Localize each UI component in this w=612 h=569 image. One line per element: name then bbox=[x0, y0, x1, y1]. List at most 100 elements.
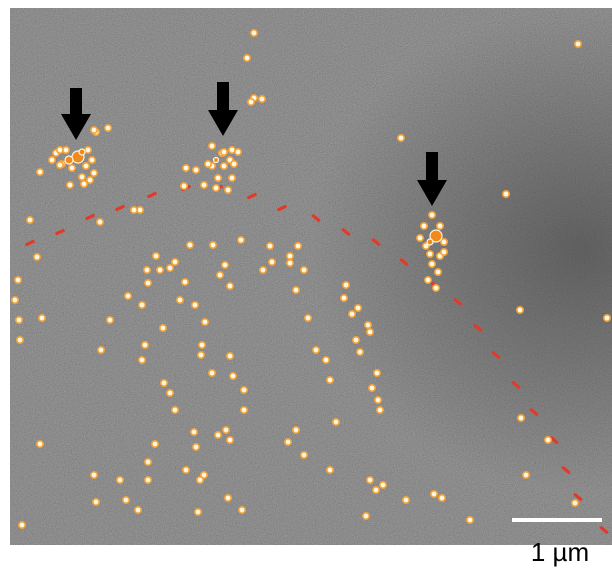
gold-particle bbox=[229, 371, 238, 380]
gold-particle bbox=[258, 265, 267, 274]
gold-particle bbox=[200, 181, 209, 190]
gold-particle bbox=[419, 222, 428, 231]
gold-particle bbox=[373, 395, 382, 404]
gold-particle bbox=[84, 146, 93, 155]
gold-particle bbox=[134, 505, 143, 514]
gold-particle bbox=[433, 267, 442, 276]
gold-particle bbox=[291, 285, 300, 294]
gold-particle bbox=[265, 242, 274, 251]
gold-particle bbox=[543, 435, 552, 444]
gold-particle bbox=[116, 475, 125, 484]
gold-particle bbox=[144, 475, 153, 484]
gold-particle bbox=[501, 190, 510, 199]
membrane-marker bbox=[599, 525, 609, 535]
gold-particle bbox=[106, 315, 115, 324]
particle-clusters bbox=[55, 126, 448, 292]
gold-particle bbox=[221, 260, 230, 269]
gold-particle bbox=[11, 295, 20, 304]
gold-particle bbox=[339, 293, 348, 302]
gold-particle bbox=[130, 206, 139, 215]
membrane-marker bbox=[491, 350, 501, 360]
gold-particle bbox=[222, 425, 231, 434]
gold-particle bbox=[325, 375, 334, 384]
gold-particle bbox=[303, 313, 312, 322]
cluster-core bbox=[64, 155, 74, 165]
gold-particle bbox=[25, 216, 34, 225]
gold-particle bbox=[331, 417, 340, 426]
gold-particle bbox=[238, 505, 247, 514]
gold-particle bbox=[311, 345, 320, 354]
membrane-marker bbox=[399, 257, 409, 267]
gold-particle bbox=[425, 250, 434, 259]
membrane-marker bbox=[147, 191, 157, 199]
gold-particle bbox=[573, 39, 582, 48]
gold-particle bbox=[201, 317, 210, 326]
membrane-marker bbox=[573, 492, 583, 502]
gold-particle bbox=[88, 156, 97, 165]
gold-particle bbox=[78, 173, 87, 182]
gold-particle bbox=[35, 439, 44, 448]
gold-particle bbox=[15, 315, 24, 324]
gold-particle bbox=[208, 142, 217, 151]
cluster-core bbox=[212, 156, 220, 164]
gold-particle bbox=[216, 270, 225, 279]
gold-particle bbox=[196, 475, 205, 484]
membrane-marker bbox=[55, 228, 65, 236]
gold-particle bbox=[17, 520, 26, 529]
gold-particle bbox=[363, 320, 372, 329]
particle-cluster bbox=[415, 211, 448, 292]
gold-particle bbox=[166, 263, 175, 272]
gold-particle bbox=[209, 241, 218, 250]
gold-particle bbox=[515, 305, 524, 314]
gold-particle bbox=[151, 439, 160, 448]
gold-particle bbox=[435, 222, 444, 231]
gold-particle bbox=[15, 335, 24, 344]
gold-particle bbox=[97, 345, 106, 354]
gold-particle bbox=[220, 148, 229, 157]
gold-particle bbox=[283, 437, 292, 446]
gold-particle bbox=[61, 146, 70, 155]
membrane-marker bbox=[561, 465, 571, 475]
gold-particle bbox=[214, 174, 223, 183]
gold-particle bbox=[180, 182, 189, 191]
gold-particle bbox=[299, 265, 308, 274]
gold-particle bbox=[176, 295, 185, 304]
membrane-marker bbox=[277, 204, 287, 212]
gold-particle bbox=[228, 174, 237, 183]
gold-particle bbox=[429, 489, 438, 498]
gold-particle bbox=[378, 480, 387, 489]
gold-particle bbox=[285, 252, 294, 261]
gold-particle bbox=[291, 425, 300, 434]
micrograph-shading bbox=[10, 8, 612, 545]
membrane-marker bbox=[511, 380, 521, 390]
gold-particle bbox=[230, 160, 239, 169]
gold-particle bbox=[208, 368, 217, 377]
gold-particle bbox=[214, 430, 223, 439]
gold-particle bbox=[35, 168, 44, 177]
gold-particle bbox=[124, 291, 133, 300]
gold-particle bbox=[104, 124, 113, 133]
gold-particle bbox=[226, 281, 235, 290]
particle-cluster bbox=[182, 142, 243, 183]
gold-particle bbox=[200, 470, 209, 479]
gold-particle bbox=[365, 327, 374, 336]
gold-particle bbox=[375, 405, 384, 414]
gold-particle bbox=[299, 450, 308, 459]
membrane-marker bbox=[453, 297, 463, 307]
gold-particle bbox=[240, 385, 249, 394]
membrane-marker bbox=[473, 323, 483, 333]
gold-particle bbox=[355, 347, 364, 356]
gold-particle bbox=[90, 470, 99, 479]
arrow-down-icon bbox=[208, 82, 238, 136]
gold-particle bbox=[250, 28, 259, 37]
cluster-core bbox=[426, 238, 434, 246]
gold-particle bbox=[341, 280, 350, 289]
gold-particle bbox=[144, 457, 153, 466]
gold-particle bbox=[267, 257, 276, 266]
gold-particle bbox=[401, 495, 410, 504]
membrane-marker bbox=[549, 435, 559, 445]
scale-bar bbox=[512, 518, 602, 522]
gold-particle bbox=[68, 164, 77, 173]
gold-particle bbox=[321, 355, 330, 364]
gold-particle bbox=[194, 507, 203, 516]
